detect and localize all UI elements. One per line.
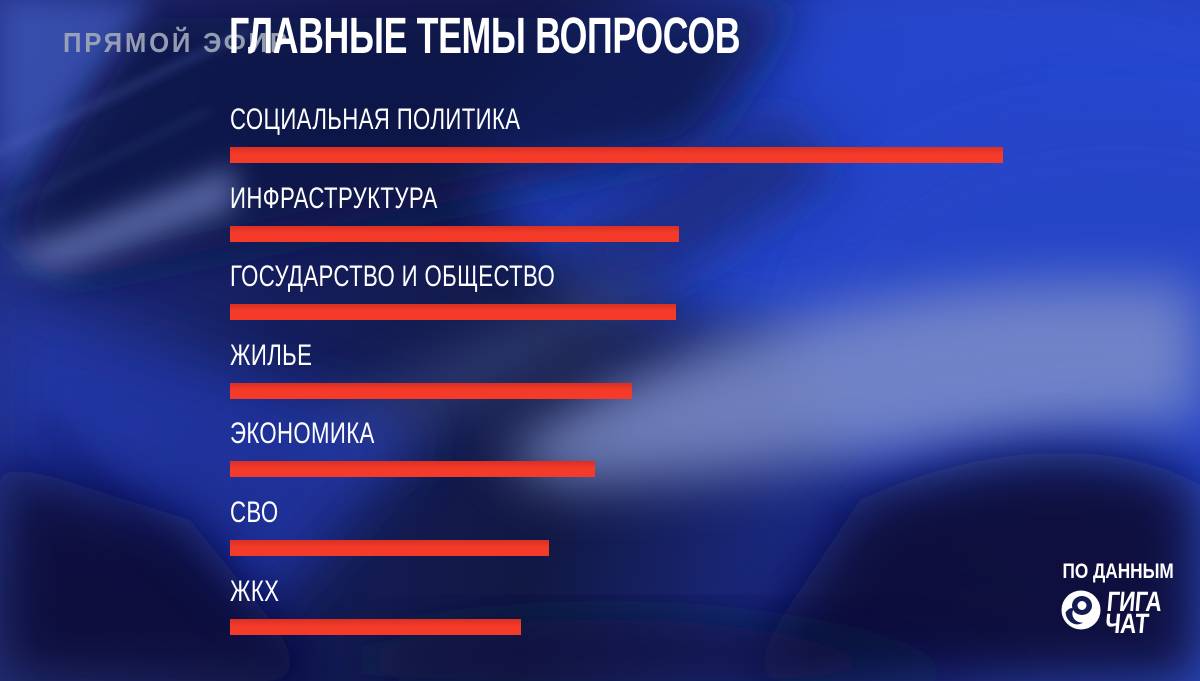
attribution: ПО ДАННЫМ ГИГА ЧАТ: [1038, 560, 1176, 639]
page-title-text: ГЛАВНЫЕ ТЕМЫ ВОПРОСОВ: [229, 7, 741, 64]
chart-row: ЖКХ: [230, 574, 1020, 642]
chart-row: СОЦИАЛЬНАЯ ПОЛИТИКА: [230, 104, 1020, 170]
bar: [230, 618, 521, 635]
bar-label: ЭКОНОМИКА: [230, 417, 375, 451]
gigachat-wordmark: ГИГА ЧАТ: [1103, 586, 1176, 639]
bar-label: СВО: [230, 496, 279, 529]
bar-label: ЖИЛЬЕ: [230, 338, 313, 372]
chart-row: ГОСУДАРСТВО И ОБЩЕСТВО: [230, 261, 1020, 327]
live-watermark: ПРЯМОЙ ЭФИР: [63, 27, 310, 59]
bar: [230, 304, 677, 321]
bar-label: СОЦИАЛЬНАЯ ПОЛИТИКА: [230, 103, 521, 136]
page-title: ГЛАВНЫЕ ТЕМЫ ВОПРОСОВ: [229, 10, 959, 61]
gigachat-brand: ГИГА ЧАТ: [1060, 586, 1176, 639]
chart-row: ИНФРАСТРУКТУРА: [230, 181, 1020, 249]
bar-label: ГОСУДАРСТВО И ОБЩЕСТВО: [230, 260, 556, 294]
bar-label: ЖКХ: [230, 574, 280, 608]
gigachat-wordmark-bottom: ЧАТ: [1103, 607, 1150, 639]
bar: [230, 147, 1003, 163]
gigachat-logo-icon: [1060, 589, 1102, 636]
chart-row: ЭКОНОМИКА: [230, 418, 1020, 484]
bar: [230, 382, 632, 399]
live-watermark-text: ПРЯМОЙ ЭФИР: [63, 27, 290, 58]
bar: [230, 540, 550, 556]
chart-row: СВО: [230, 497, 1020, 563]
chart-row: ЖИЛЬЕ: [230, 338, 1020, 406]
attribution-label: ПО ДАННЫМ: [1062, 560, 1174, 583]
bar: [230, 225, 680, 242]
bar-label: ИНФРАСТРУКТУРА: [230, 181, 438, 215]
bar: [230, 461, 595, 478]
